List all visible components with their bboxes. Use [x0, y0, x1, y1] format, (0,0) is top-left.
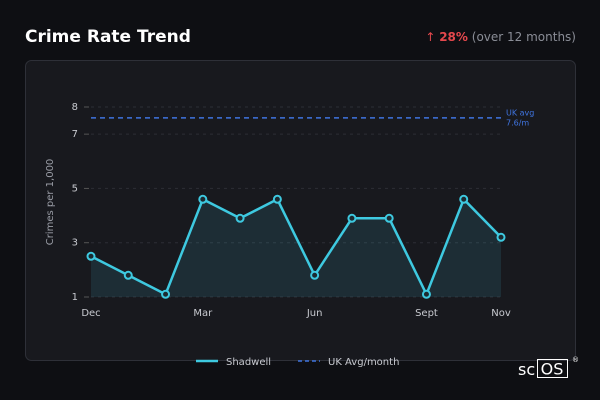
point — [310, 270, 320, 280]
point — [421, 289, 431, 299]
logo-box — [537, 359, 568, 378]
chart-title: Crime Rate Trend — [25, 27, 191, 47]
point — [235, 213, 245, 223]
y-tick-label: 5 — [72, 183, 78, 194]
point — [123, 270, 133, 280]
logo-mark: ® — [572, 356, 579, 364]
legend-label: UK Avg/month — [328, 357, 399, 368]
change-value: 28% — [439, 30, 468, 44]
point — [161, 289, 171, 299]
logo-text: sc — [518, 360, 535, 379]
y-tick-label: 7 — [72, 129, 78, 140]
point — [347, 213, 357, 223]
y-tick-label: 1 — [72, 292, 78, 303]
change-note: (over 12 months) — [472, 30, 576, 44]
legend-label: Shadwell — [226, 357, 271, 368]
logo: sc — [518, 360, 535, 379]
legend: Shadwell UK Avg/month — [196, 357, 399, 368]
line — [90, 198, 502, 296]
x-tick-label: Dec — [81, 308, 100, 319]
point — [459, 194, 469, 204]
x-tick-label: Jun — [306, 308, 323, 319]
x-tick-label: Sept — [415, 308, 438, 319]
change: ↑ 28% (over 12 months) — [425, 30, 576, 44]
reference-label: 7.6/m — [506, 118, 529, 127]
logo-boxed: OS — [541, 360, 564, 379]
y-axis-label: Crimes per 1,000 — [45, 159, 56, 246]
point — [496, 232, 506, 242]
y-tick-label: 3 — [72, 238, 78, 249]
change-arrow: ↑ — [425, 30, 435, 44]
x-tick-label: Mar — [193, 308, 213, 319]
y-tick-label: 8 — [72, 102, 78, 113]
point — [86, 251, 96, 261]
point — [198, 194, 208, 204]
reference-label: UK avg — [506, 108, 534, 117]
x-tick-label: Nov — [491, 308, 511, 319]
point — [272, 194, 282, 204]
point — [384, 213, 394, 223]
